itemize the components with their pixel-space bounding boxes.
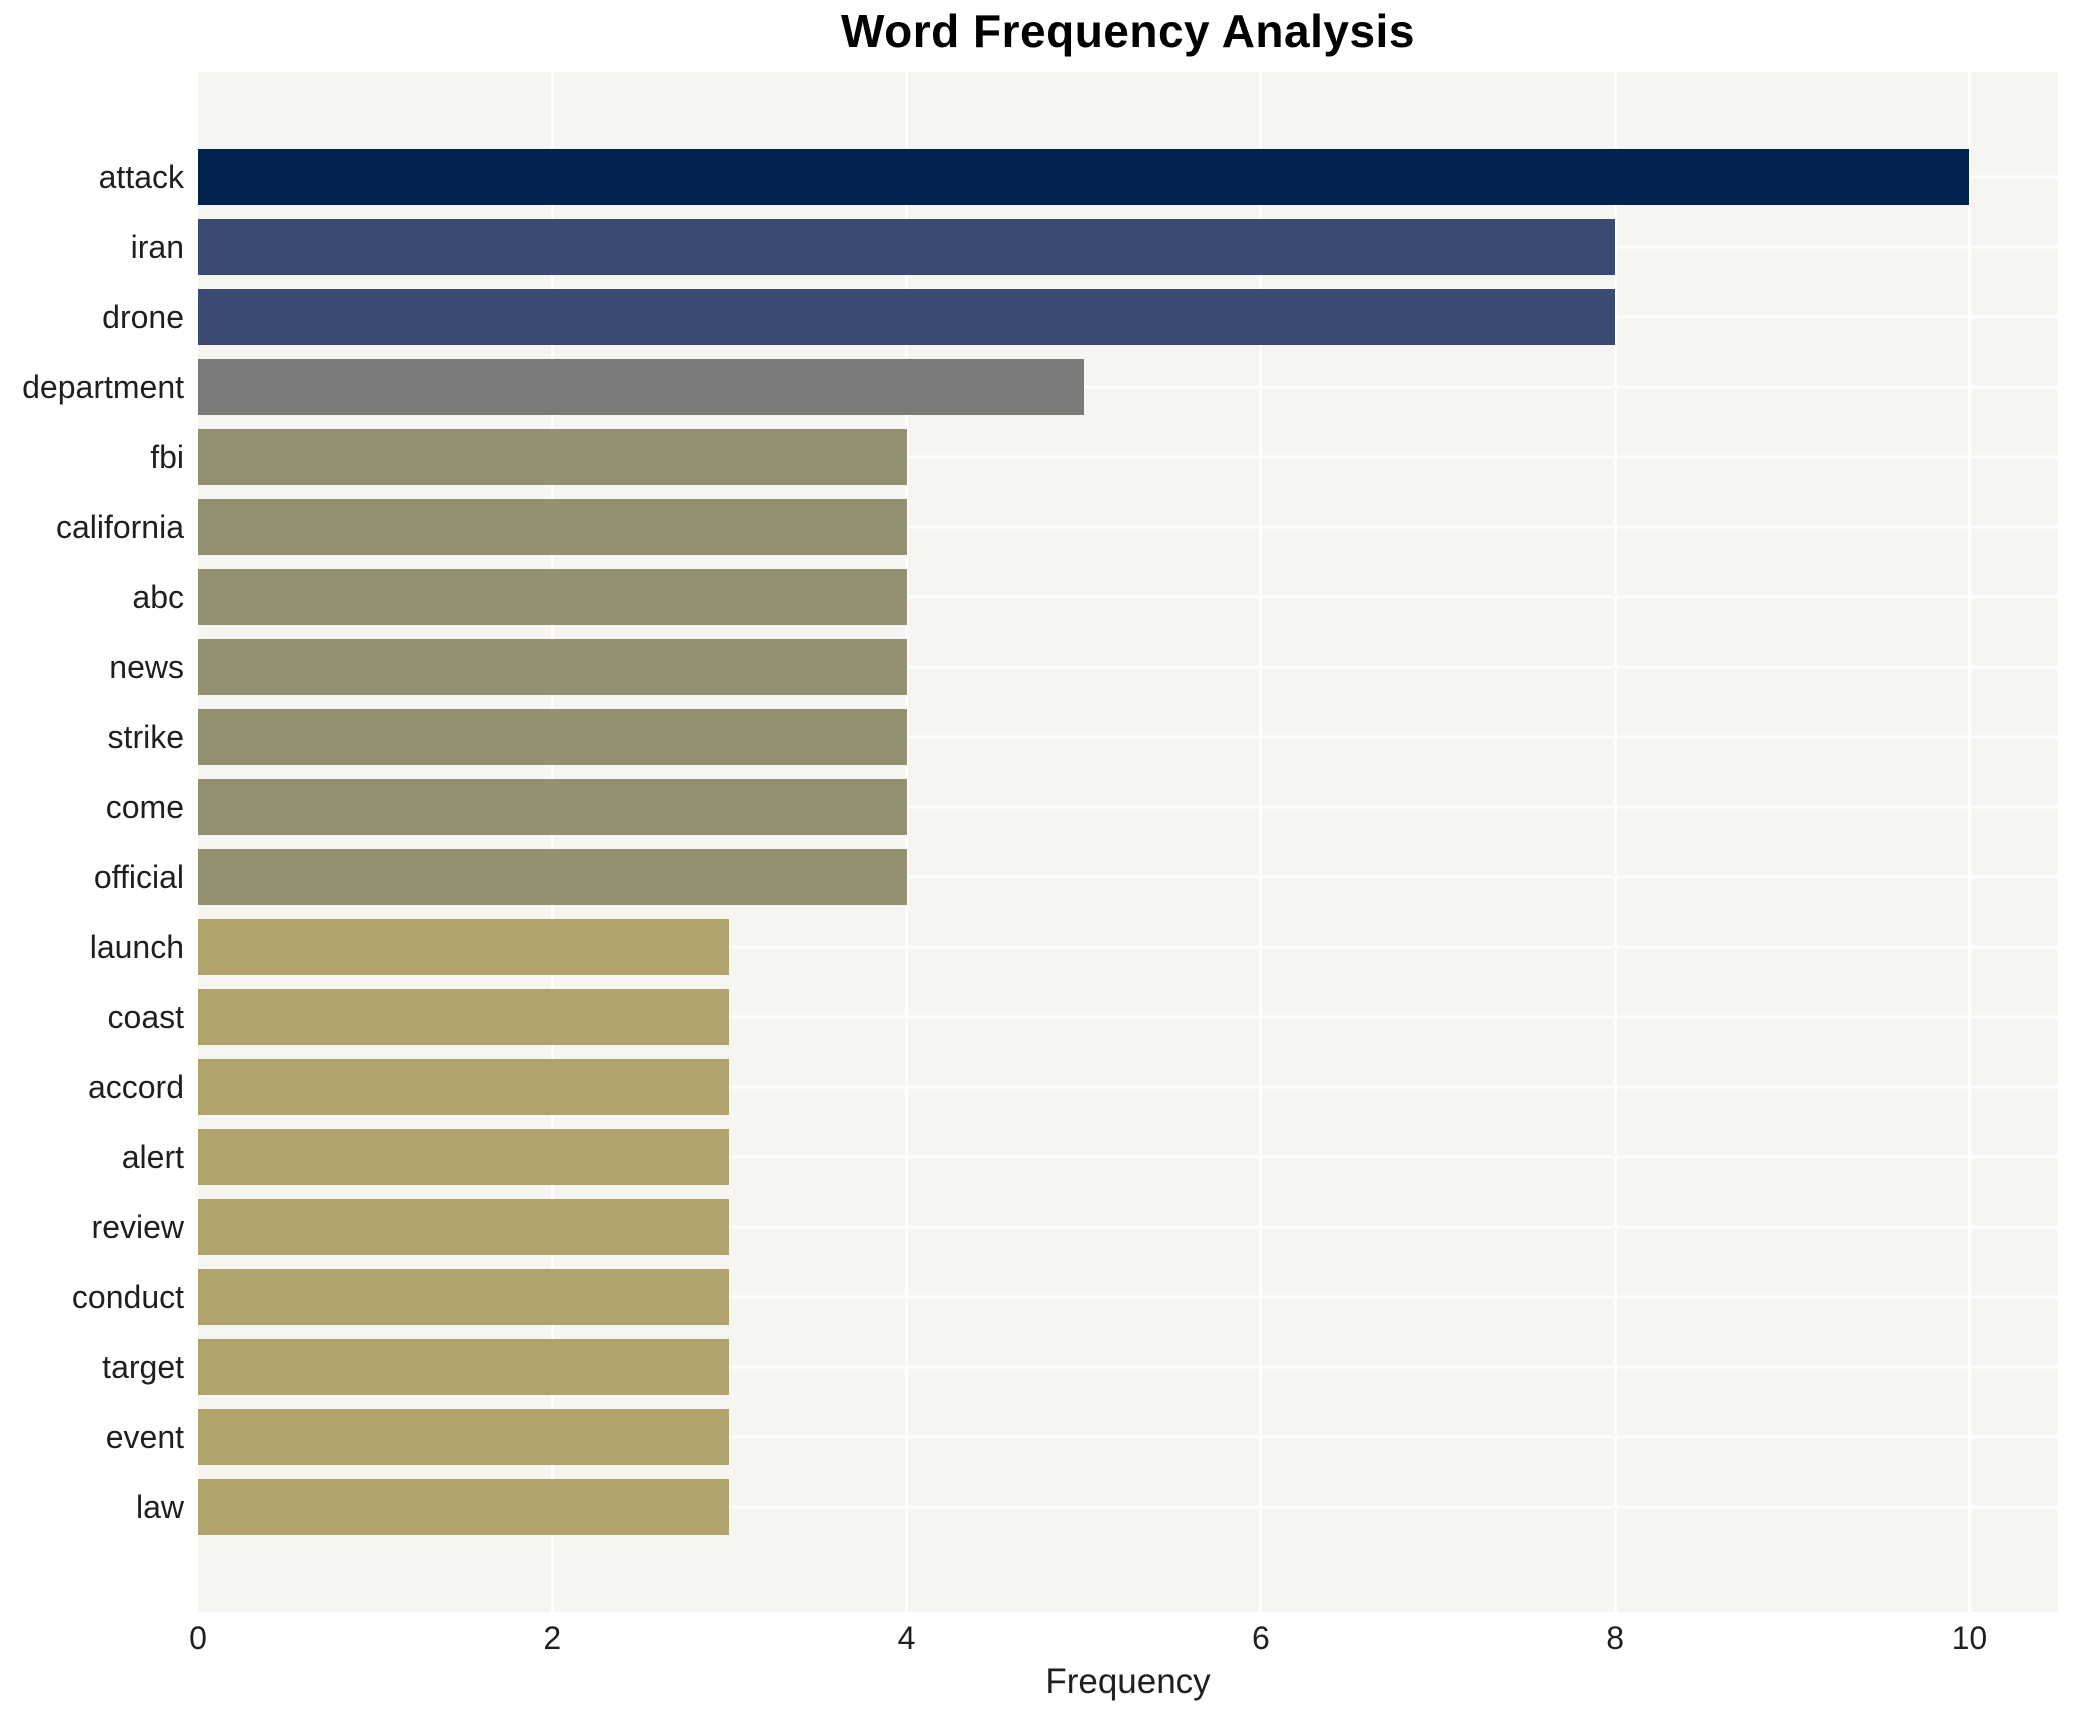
y-tick-label: drone [102,299,184,335]
bar-news [198,639,907,695]
y-tick-label: iran [130,229,184,265]
bar-law [198,1479,730,1535]
bar-launch [198,919,730,975]
y-tick-label: come [105,789,184,825]
bar-row [198,1332,2058,1402]
horizontal-gridline [198,455,2058,459]
x-axis-title: Frequency [1045,1662,1211,1701]
bar-abc [198,569,907,625]
x-tick-label: 10 [1951,1620,1988,1656]
bar-fbi [198,429,907,485]
bar-row [198,492,2058,562]
bar-department [198,359,1084,415]
horizontal-gridline [198,875,2058,879]
bar-row [198,142,2058,212]
chart-title: Word Frequency Analysis [841,5,1415,57]
bar-row [198,982,2058,1052]
y-tick-label: fbi [150,439,184,475]
y-tick-label: review [91,1209,184,1245]
x-tick-label: 0 [189,1620,207,1656]
horizontal-gridline [198,945,2058,949]
x-tick-label: 8 [1606,1620,1625,1656]
y-tick-label: event [105,1419,184,1455]
x-tick-label: 6 [1251,1620,1270,1656]
y-tick-label: strike [107,719,184,755]
bar-row [198,1192,2058,1262]
horizontal-gridline [198,595,2058,599]
plot-area [198,72,2058,1612]
bar-row [198,1472,2058,1542]
vertical-gridline [1613,72,1617,1612]
bar-strike [198,709,907,765]
bar-target [198,1339,730,1395]
y-tick-label: official [93,859,184,895]
horizontal-gridline [198,1295,2058,1299]
y-tick-label: news [109,649,184,685]
horizontal-gridline [198,665,2058,669]
horizontal-gridline [198,385,2058,389]
bar-row [198,282,2058,352]
bar-row [198,912,2058,982]
vertical-gridline [905,72,909,1612]
y-tick-label: law [135,1489,184,1525]
bar-row [198,422,2058,492]
bar-row [198,702,2058,772]
y-tick-label: attack [98,159,184,195]
x-axis-ticks: 0 2 4 6 8 10 [189,1620,2058,1660]
horizontal-gridline [198,1015,2058,1019]
horizontal-gridline [198,525,2058,529]
bar-row [198,212,2058,282]
vertical-gridline [1967,72,1971,1612]
bar-rows [198,142,2058,1542]
vertical-gridline [1259,72,1263,1612]
horizontal-gridline [198,1085,2058,1089]
bar-drone [198,289,1616,345]
bar-row [198,562,2058,632]
horizontal-gridline [198,1505,2058,1509]
horizontal-gridline [198,1365,2058,1369]
bar-official [198,849,907,905]
bar-row [198,1122,2058,1192]
bar-row [198,772,2058,842]
y-tick-label: alert [121,1139,184,1175]
bar-row [198,1262,2058,1332]
bar-row [198,632,2058,702]
bar-row [198,1052,2058,1122]
horizontal-gridline [198,1155,2058,1159]
bar-event [198,1409,730,1465]
bar-review [198,1199,730,1255]
y-axis-labels: attack iran drone department fbi california ab… [0,142,184,1542]
x-tick-label: 2 [543,1620,562,1656]
bar-row [198,352,2058,422]
y-tick-label: department [22,369,184,405]
y-tick-label: california [55,509,184,545]
y-tick-label: launch [89,929,184,965]
horizontal-gridline [198,1225,2058,1229]
y-tick-label: accord [87,1069,184,1105]
bar-row [198,842,2058,912]
y-tick-label: conduct [71,1279,184,1315]
y-tick-label: abc [132,579,184,615]
bar-accord [198,1059,730,1115]
horizontal-gridline [198,735,2058,739]
vertical-gridline [550,72,554,1612]
horizontal-gridline [198,805,2058,809]
x-tick-label: 4 [897,1620,916,1656]
horizontal-gridline [198,1435,2058,1439]
bar-california [198,499,907,555]
bar-iran [198,219,1616,275]
y-tick-label: target [102,1349,184,1385]
bar-alert [198,1129,730,1185]
bar-attack [198,149,1970,205]
bar-coast [198,989,730,1045]
y-tick-label: coast [107,999,184,1035]
bar-come [198,779,907,835]
bar-conduct [198,1269,730,1325]
bar-row [198,1402,2058,1472]
